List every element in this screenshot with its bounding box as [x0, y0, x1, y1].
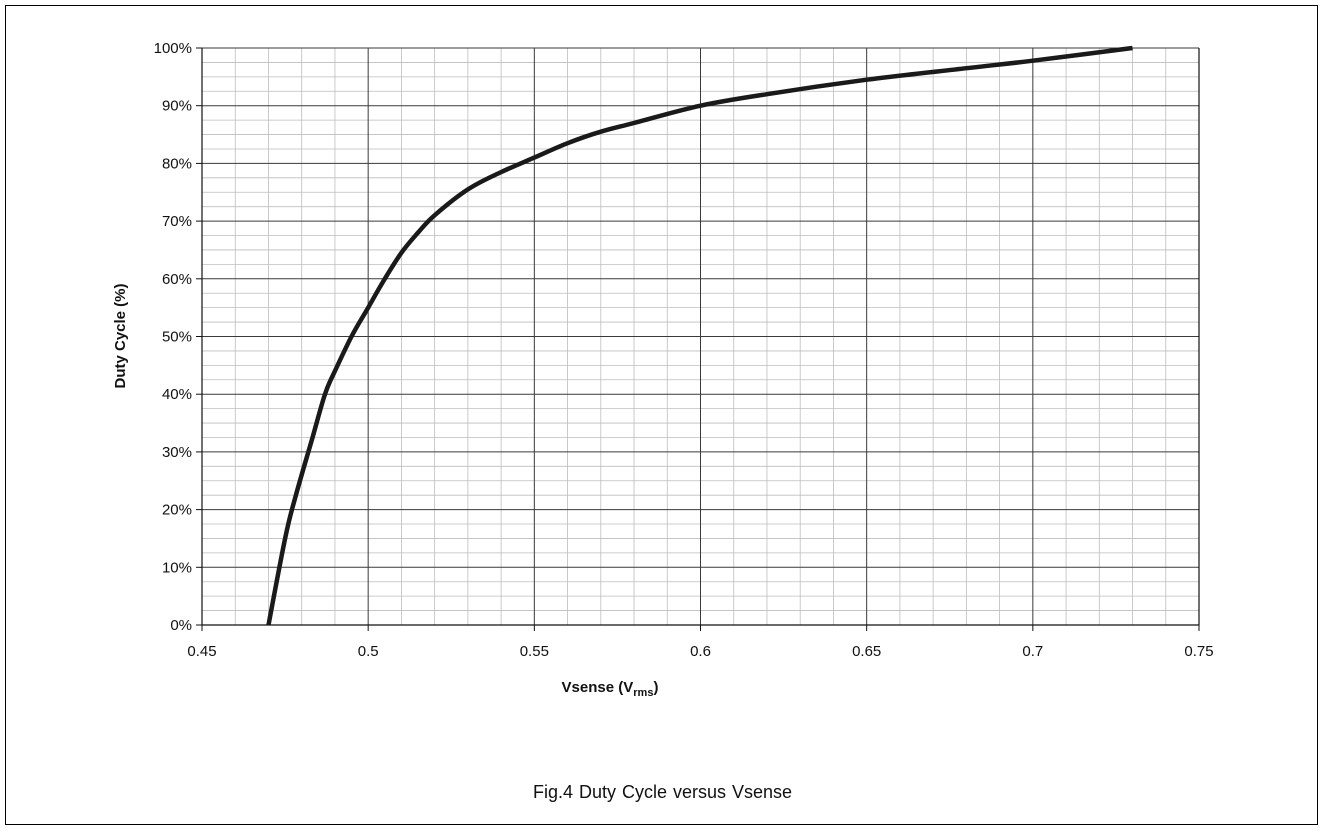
series-layer: [266, 45, 1133, 626]
x-tick-label: 0.45: [187, 643, 216, 660]
x-axis-title-subscript: rms: [633, 687, 653, 699]
x-tick-label: 0.7: [1022, 643, 1043, 660]
x-tick-label: 0.6: [690, 643, 711, 660]
x-tick-label: 0.5: [358, 643, 379, 660]
x-axis-title-suffix: ): [653, 679, 658, 696]
x-tick-label: 0.65: [852, 643, 881, 660]
y-tick-label: 30%: [162, 444, 192, 461]
y-tick-label: 10%: [162, 559, 192, 576]
x-axis-title-main: Vsense (V: [562, 679, 634, 696]
y-tick-label: 70%: [162, 213, 192, 230]
y-tick-label: 20%: [162, 502, 192, 519]
y-tick-labels: 0% 10% 20% 30% 40% 50% 60% 70% 80% 90% 100%: [154, 40, 192, 634]
y-tick-label: 60%: [162, 271, 192, 288]
x-axis-title: Vsense (Vrms): [562, 679, 659, 699]
y-tick-label: 0%: [170, 617, 192, 634]
x-tick-labels: 0.45 0.5 0.55 0.6 0.65 0.7 0.75: [187, 643, 1213, 660]
figure-caption: Fig.4 Duty Cycle versus Vsense: [532, 782, 793, 802]
y-tick-label: 80%: [162, 155, 192, 172]
x-tick-label: 0.55: [520, 643, 549, 660]
duty-cycle-curve: [266, 45, 1133, 626]
y-axis-title: Duty Cycle (%): [112, 283, 129, 388]
y-tick-label: 100%: [154, 40, 192, 57]
y-tick-label: 40%: [162, 386, 192, 403]
y-tick-label: 50%: [162, 329, 192, 346]
x-tick-label: 0.75: [1184, 643, 1213, 660]
tick-marks: [196, 47, 1200, 631]
major-gridlines: [202, 47, 1199, 625]
y-tick-label: 90%: [162, 98, 192, 115]
